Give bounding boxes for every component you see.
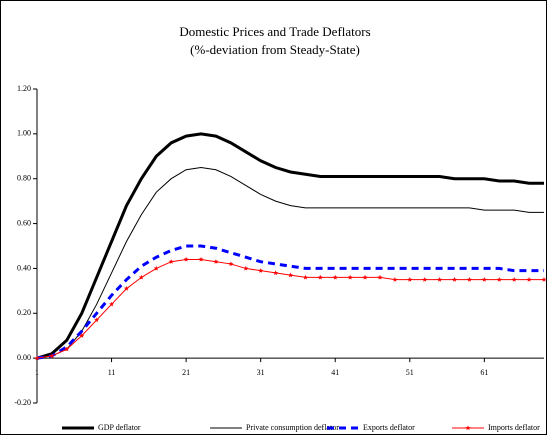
point-marker	[541, 277, 547, 282]
point-marker	[64, 346, 70, 352]
point-marker	[466, 277, 472, 282]
point-marker	[362, 274, 368, 280]
series-line	[36, 132, 544, 360]
legend-label: Imports deflator	[488, 423, 540, 432]
point-marker	[422, 277, 428, 282]
x-tick-label: 61	[480, 368, 488, 377]
point-marker	[138, 274, 144, 280]
series-line	[36, 166, 544, 359]
point-marker	[258, 268, 264, 273]
point-marker	[183, 256, 189, 262]
chart-title: Domestic Prices and Trade Deflators	[179, 24, 370, 39]
point-marker	[94, 317, 100, 323]
y-tick-label: 0.20	[17, 308, 31, 317]
point-marker	[317, 274, 323, 280]
point-marker	[481, 277, 487, 282]
point-marker	[198, 256, 204, 262]
y-tick-label: 0.00	[17, 353, 31, 362]
x-tick-label: 21	[182, 368, 190, 377]
y-tick-label: 0.40	[17, 263, 31, 272]
point-marker	[273, 270, 279, 276]
x-tick-label: 11	[108, 368, 116, 377]
y-tick-label: 0.60	[17, 218, 31, 227]
point-marker	[332, 274, 338, 280]
point-marker	[153, 265, 159, 271]
point-marker	[347, 274, 353, 280]
legend-label: Private consumption deflator	[246, 423, 339, 432]
point-marker	[511, 277, 517, 282]
point-marker	[49, 353, 55, 358]
point-marker	[302, 274, 308, 280]
x-tick-label: 1	[35, 368, 39, 377]
point-marker	[213, 259, 219, 264]
y-tick-label: 0.80	[17, 174, 31, 183]
point-marker	[124, 286, 129, 291]
legend-marker	[465, 425, 471, 431]
point-marker	[437, 277, 443, 282]
point-marker	[526, 277, 532, 282]
x-tick-label: 51	[406, 368, 414, 377]
chart-subtitle: (%-deviation from Steady-State)	[190, 42, 360, 57]
x-tick-label: 41	[331, 368, 339, 377]
point-marker	[496, 277, 502, 282]
point-marker	[377, 274, 383, 280]
point-marker	[452, 277, 457, 282]
point-marker	[288, 272, 293, 278]
point-marker	[34, 355, 40, 361]
legend-label: Exports deflator	[363, 423, 415, 432]
y-tick-label: 1.00	[17, 129, 31, 138]
point-marker	[392, 277, 398, 282]
y-tick-label: 1.20	[17, 84, 31, 93]
point-marker	[407, 277, 413, 282]
point-marker	[168, 259, 174, 264]
point-marker	[243, 265, 249, 271]
point-marker	[228, 261, 234, 267]
point-marker	[79, 333, 85, 338]
x-tick-label: 31	[257, 368, 265, 377]
legend-label: GDP deflator	[98, 423, 141, 432]
y-tick-label: -0.20	[14, 398, 31, 407]
point-marker	[109, 301, 115, 307]
